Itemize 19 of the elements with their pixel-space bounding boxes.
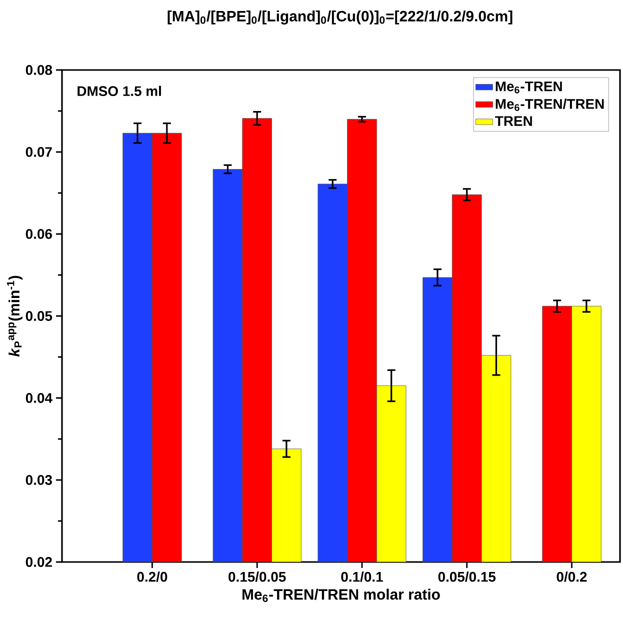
y-axis-title: k$_{P}$$^{app}$(min$^{-1}$) [7,276,22,357]
chart-title: [MA]$_{0}$/[BPE]$_{0}$/[Ligand]$_{0}$/[Cu(0)]$_{0}$=[222/1/0.2/9.0cm] [168,10,512,25]
y-tick-label: 0.08 [26,65,52,75]
x-tick-label: 0.05/0.15 [438,572,496,582]
y-tick-label: 0.06 [26,229,52,239]
annotation: DMSO 1.5 ml [78,86,161,96]
y-tick-label: 0.04 [26,393,52,403]
x-tick-label: 0.2/0 [137,572,168,582]
x-tick-label: 0.15/0.05 [228,572,286,582]
legend-label: TREN [495,116,532,126]
x-axis-title: Me$_{6}$-TREN/TREN molar ratio [242,588,440,602]
x-tick-label: 0/0.2 [556,572,587,582]
y-tick-label: 0.05 [26,311,52,321]
x-tick-label: 0.1/0.1 [341,572,383,582]
legend-label: Me$_{6}$-TREN/TREN [496,98,604,111]
y-tick-label: 0.07 [26,147,52,157]
legend-label: Me$_{6}$-TREN [496,82,562,94]
y-tick-label: 0.03 [26,475,52,485]
y-tick-label: 0.02 [26,557,52,567]
